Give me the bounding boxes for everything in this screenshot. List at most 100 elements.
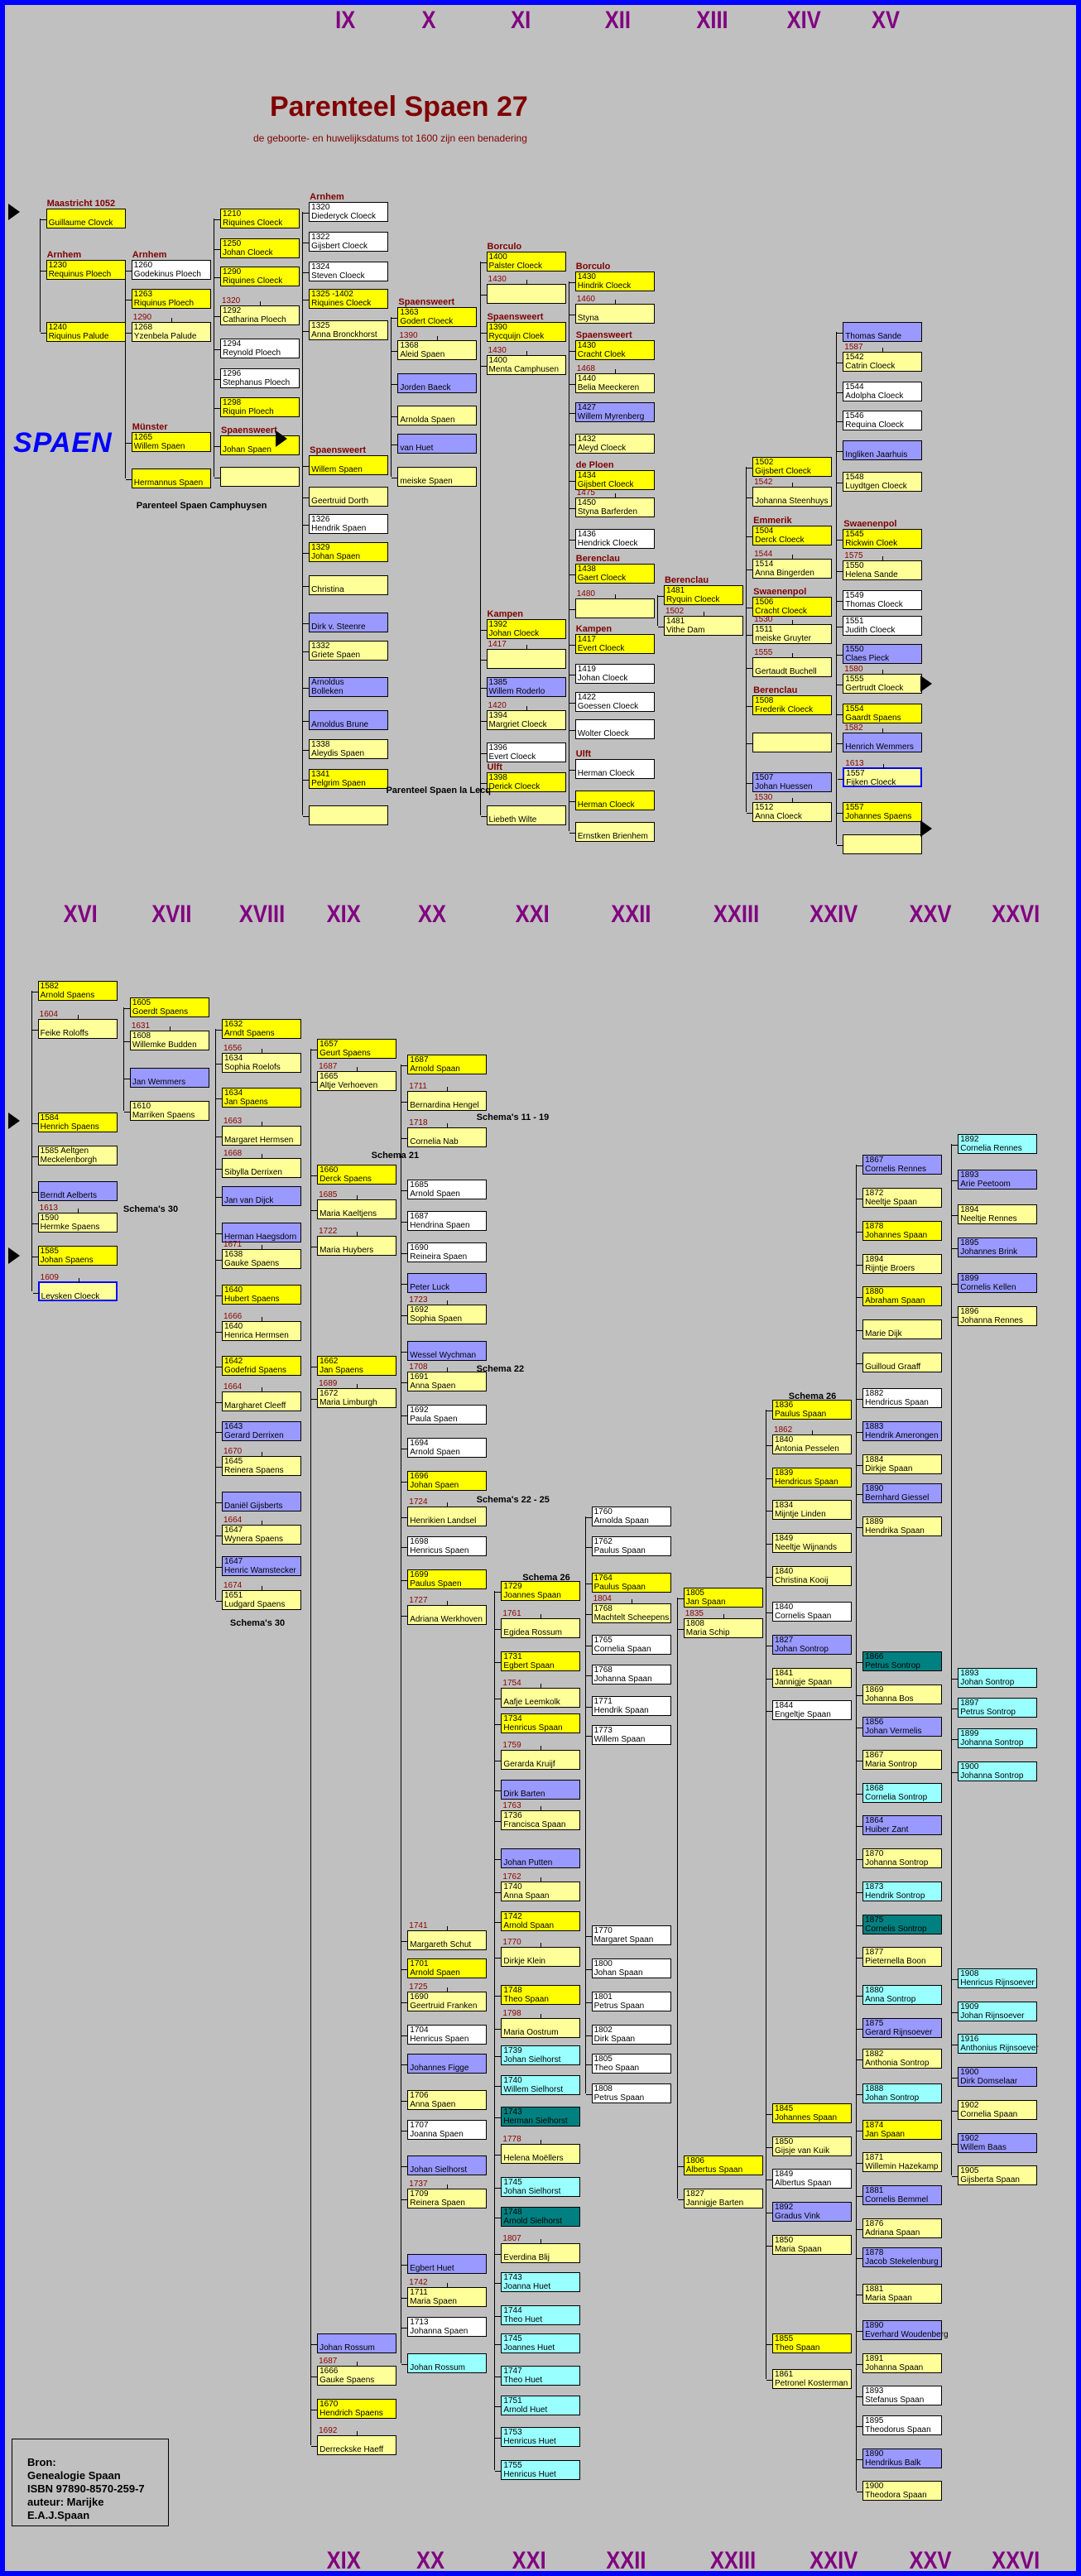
person-box[interactable]: 1634 Jan Spaens [215,1088,301,1108]
person-box[interactable]: 1685 Arnold Spaen [401,1180,488,1200]
person-box[interactable]: 1773 Willem Spaan [585,1725,671,1746]
person-box[interactable]: Egbert Huet [401,2254,488,2275]
person-box[interactable]: Berndt Aelberts [31,1181,118,1202]
person-box[interactable]: 1292 Catharina Ploech 1320 [214,296,300,326]
person-box[interactable]: 1760 Arnolda Spaan [585,1507,671,1527]
person-box[interactable]: 1701 Arnold Spaen [401,1958,488,1979]
person-box[interactable]: 1545 Rickwin Cloek Swaenenpol [837,520,923,550]
person-box[interactable]: Herman Cloeck [569,790,655,810]
person-box[interactable]: 1662 Jan Spaens [311,1355,397,1376]
person-box[interactable]: Jorden Baeck [392,372,478,393]
person-box[interactable]: Everdina Blij 1807 [495,2234,581,2263]
continuation-arrow-icon[interactable] [7,1247,20,1264]
person-box[interactable]: 1731 Egbert Spaan [495,1651,581,1671]
person-box[interactable]: 1392 Johan Cloeck Kampen [480,610,566,640]
person-box[interactable] [303,805,389,825]
person-box[interactable]: 1325 Anna Bronckhorst [303,320,389,341]
continuation-arrow-icon[interactable] [920,819,932,837]
person-box[interactable]: 1771 Hendrik Spaan [585,1695,671,1716]
person-box[interactable]: 1899 Cornelis Kellen [952,1273,1038,1294]
person-box[interactable]: Ingliken Jaarhuis [837,440,923,460]
person-box[interactable]: 1511 meiske Gruyter 1530 [747,615,833,645]
person-box[interactable]: 1878 Jacob Stekelenburg [857,2247,943,2268]
person-box[interactable]: Johannes Figge [401,2054,488,2074]
continuation-arrow-icon[interactable] [920,675,932,692]
person-box[interactable]: 1504 Derck Cloeck Emmerik [747,517,833,546]
person-box[interactable]: 1900 Theodora Spaan [857,2481,943,2502]
person-box[interactable]: 1434 Gijsbert Cloeck de Ploen [569,460,655,490]
person-box[interactable]: 1325 -1402 Riquines Cloeck [303,289,389,310]
person-box[interactable]: van Huet [392,434,478,454]
person-box[interactable]: 1870 Johanna Sontrop [857,1848,943,1869]
person-box[interactable]: 1512 Anna Cloeck 1530 [747,793,833,822]
person-box[interactable]: 1294 Reynold Ploech [214,338,300,358]
person-box[interactable]: 1260 Godekinus Ploech Arnhem [125,250,211,280]
person-box[interactable]: 1889 Hendrika Spaan [857,1516,943,1537]
person-box[interactable]: 1341 Pelgrim Spaen [303,768,389,789]
person-box[interactable]: 1729 Joannes Spaan [495,1580,581,1601]
person-box[interactable]: Hermannus Spaen [125,468,211,488]
person-box[interactable]: 1839 Hendricus Spaan [766,1467,852,1487]
person-box[interactable]: 1900 Dirk Domselaar [952,2067,1038,2088]
person-box[interactable]: 1748 Theo Spaan [495,1984,581,2005]
continuation-arrow-icon[interactable] [7,204,20,221]
person-box[interactable]: 1582 Arnold Spaens [31,981,118,1002]
person-box[interactable]: Johan Sielhorst [401,2155,488,2176]
person-box[interactable]: Gertaudt Buchell 1555 [747,648,833,677]
person-box[interactable]: 1713 Johanna Spaen [401,2316,488,2337]
person-box[interactable] [747,733,833,753]
person-box[interactable]: Herman Haegsdorn [215,1222,301,1242]
person-box[interactable]: 1834 Mijntje Linden [766,1500,852,1521]
person-box[interactable]: 1896 Johanna Rennes [952,1306,1038,1327]
person-box[interactable]: 1666 Gauke Spaens 1687 [311,2357,397,2386]
person-box[interactable]: Jan van Dijck [215,1186,301,1207]
person-box[interactable]: 1864 Huiber Zant [857,1815,943,1836]
person-box[interactable]: 1585 Johan Spaens [31,1245,118,1266]
person-box[interactable]: 1643 Gerard Derrixen [215,1421,301,1442]
person-box[interactable]: Arnoldus Brune [303,709,389,730]
person-box[interactable]: 1800 Johan Spaan [585,1958,671,1979]
person-box[interactable]: 1849 Neeltje Wijnands [766,1533,852,1553]
person-box[interactable]: 1711 Maria Spaen 1742 [401,2278,488,2308]
person-box[interactable]: 1880 Anna Sontrop [857,1984,943,2005]
person-box[interactable]: 1706 Anna Spaen [401,2089,488,2110]
person-box[interactable]: 1692 Paula Spaen [401,1405,488,1425]
person-box[interactable]: 1755 Henricus Huet [495,2459,581,2480]
person-box[interactable]: 1736 Francisca Spaan 1763 [495,1801,581,1831]
person-box[interactable]: 1651 Ludgard Spaens 1674 [215,1581,301,1611]
person-box[interactable]: 1902 Willem Baas [952,2132,1038,2153]
person-box[interactable]: 1394 Margriet Cloeck 1420 [480,701,566,730]
person-box[interactable]: Margaret Hermsen 1663 [215,1117,301,1146]
person-box[interactable]: Thomas Sande [837,322,923,343]
person-box[interactable]: Dirk Barten [495,1779,581,1800]
person-box[interactable]: 1850 Gijsje van Kuik [766,2136,852,2156]
person-box[interactable]: 1640 Hubert Spaens [215,1285,301,1305]
person-box[interactable]: 1747 Theo Huet [495,2366,581,2386]
person-box[interactable]: 1324 Steven Cloeck [303,261,389,281]
person-box[interactable]: 1841 Jannigje Spaan [766,1667,852,1688]
person-box[interactable]: 1698 Henricus Spaen [401,1536,488,1556]
person-box[interactable]: 1900 Johanna Sontrop [952,1761,1038,1781]
person-box[interactable]: Sibylla Derrixen 1668 [215,1149,301,1179]
person-box[interactable]: 1660 Derck Spaens [311,1165,397,1185]
person-box[interactable]: 1419 Johan Cloeck [569,663,655,684]
person-box[interactable]: 1638 Gauke Spaens 1671 [215,1240,301,1269]
person-box[interactable]: 1850 Maria Spaan [766,2234,852,2255]
person-box[interactable]: 1432 Aleyd Cloeck [569,434,655,454]
person-box[interactable]: 1888 Johan Sontrop [857,2083,943,2103]
person-box[interactable]: 1320 Diederyck Cloeck Arnhem [303,193,389,223]
person-box[interactable]: Maria Huybers 1722 [311,1227,397,1256]
person-box[interactable]: 1764 Paulus Spaan [585,1572,671,1593]
person-box[interactable]: 1916 Anthonius Rijnsoever [952,2034,1039,2055]
person-box[interactable]: 1396 Evert Cloeck [480,743,566,763]
person-box[interactable]: 1590 Hermke Spaens 1613 [31,1204,118,1233]
person-box[interactable]: 1891 Johanna Spaan [857,2353,943,2373]
person-box[interactable]: Styna 1460 [569,295,655,324]
person-box[interactable]: 1665 Altje Verhoeven 1687 [311,1062,397,1092]
person-box[interactable]: 1608 Willemke Budden 1631 [123,1021,209,1050]
person-box[interactable]: 1880 Abraham Spaan [857,1286,943,1307]
person-box[interactable]: 1240 Riquinus Palude [40,322,126,343]
person-box[interactable]: 1450 Styna Barferden 1475 [569,488,655,518]
person-box[interactable]: Helena Moëllers 1778 [495,2135,581,2165]
person-box[interactable]: Willem Spaen Spaensweert [303,445,389,475]
